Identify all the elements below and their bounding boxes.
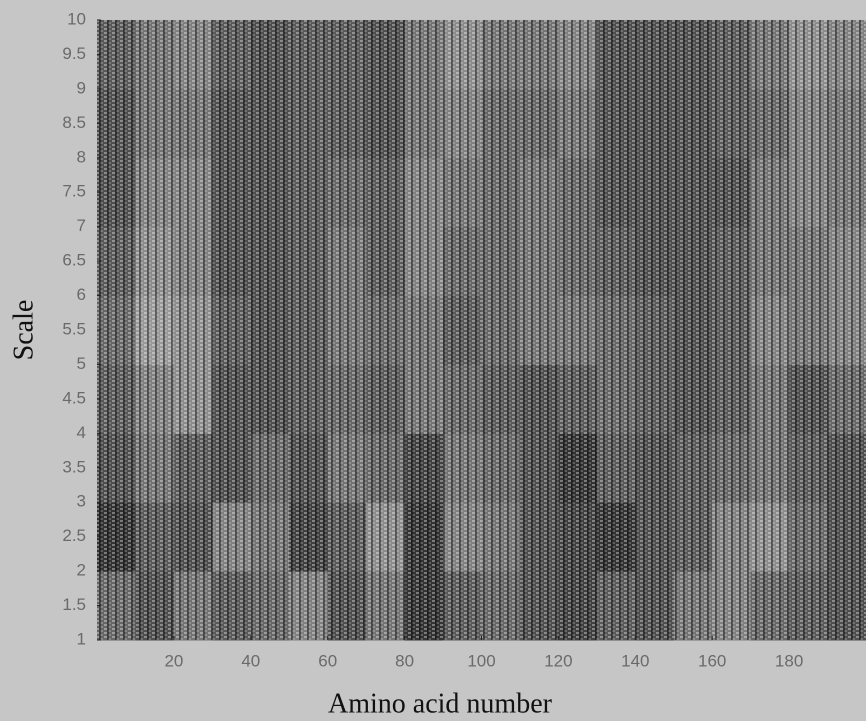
x-tick-label: 160: [698, 651, 726, 670]
y-tick-label: 1.5: [62, 595, 86, 614]
y-tick-label: 4.5: [62, 388, 86, 407]
x-tick-label: 80: [395, 651, 414, 670]
y-tick-label: 9.5: [62, 44, 86, 63]
y-tick-label: 10: [67, 9, 86, 28]
texture: [97, 20, 866, 640]
y-tick-label: 6.5: [62, 251, 86, 270]
y-tick-label: 8.5: [62, 113, 86, 132]
y-tick-label: 1: [77, 629, 86, 648]
x-tick-label: 180: [775, 651, 803, 670]
x-tick-label: 140: [621, 651, 649, 670]
x-tick-label: 20: [164, 651, 183, 670]
y-tick-label: 8: [77, 147, 86, 166]
y-tick-label: 4: [77, 423, 86, 442]
x-axis-label: Amino acid number: [328, 688, 553, 719]
y-axis-label: Scale: [8, 300, 39, 361]
y-tick-label: 9: [77, 78, 86, 97]
y-tick-label: 2.5: [62, 526, 86, 545]
x-tick-label: 120: [544, 651, 572, 670]
y-tick-label: 3: [77, 492, 86, 511]
y-tick-label: 2: [77, 561, 86, 580]
y-tick-label: 7: [77, 216, 86, 235]
x-tick-label: 100: [467, 651, 495, 670]
x-tick-label: 60: [318, 651, 337, 670]
y-tick-label: 5.5: [62, 319, 86, 338]
x-tick-label: 40: [241, 651, 260, 670]
y-tick-label: 5: [77, 354, 86, 373]
y-tick-label: 6: [77, 285, 86, 304]
y-tick-label: 7.5: [62, 182, 86, 201]
y-tick-label: 3.5: [62, 457, 86, 476]
